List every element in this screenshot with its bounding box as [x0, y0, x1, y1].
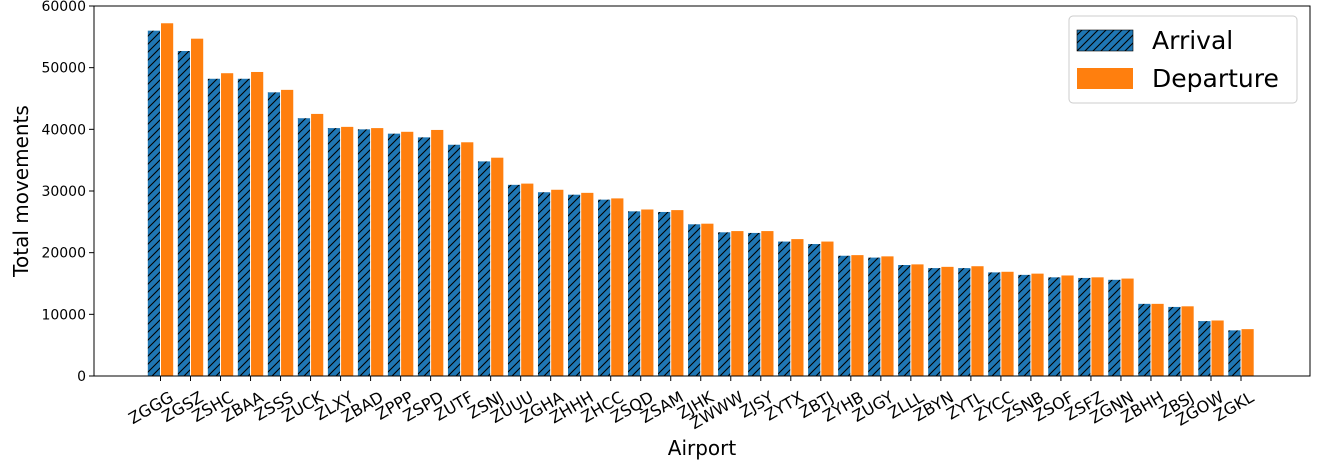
bar-arrival-zytx — [778, 241, 791, 376]
bar-departure-zgow — [1211, 320, 1224, 376]
bar-departure-zytx — [791, 239, 804, 376]
bar-departure-zsof — [1061, 275, 1074, 376]
bar-arrival-zbaa — [237, 78, 251, 377]
bar-arrival-zugy — [868, 257, 881, 376]
bar-arrival-zsam — [658, 211, 671, 376]
bar-arrival-zuuu — [507, 184, 521, 376]
bar-arrival-zggg — [147, 30, 160, 377]
x-axis: ZGGGZGSZZSHCZBAAZSSSZUCKZLXYZBADZPPPZSPD… — [125, 376, 1257, 433]
bar-departure-zsss — [281, 89, 294, 376]
bar-departure-zsnb — [1031, 273, 1044, 376]
bar-departure-zsqd — [641, 209, 654, 376]
bar-arrival-zyhb — [838, 255, 851, 376]
bar-arrival-zuck — [297, 118, 311, 376]
legend-label-departure: Departure — [1152, 64, 1279, 93]
y-axis-title: Total movements — [9, 105, 33, 278]
bar-departure-zggg — [161, 23, 174, 377]
bar-arrival-zsof — [1048, 277, 1061, 376]
bar-arrival-zsqd — [628, 211, 641, 376]
bar-arrival-zgsz — [177, 51, 191, 377]
bar-departure-zbtj — [821, 241, 834, 376]
bar-arrival-zutf — [447, 144, 461, 376]
legend: Arrival Departure — [1068, 15, 1298, 104]
bar-departure-zycc — [1001, 271, 1014, 376]
bar-arrival-zgha — [537, 192, 551, 376]
bar-arrival-zycc — [988, 272, 1001, 376]
y-axis: 0 10000 20000 30000 40000 50000 60000 — [41, 0, 94, 385]
bar-arrival-zsnj — [477, 161, 491, 376]
bar-departure-zlxy — [341, 126, 354, 376]
bar-arrival-zsss — [267, 92, 281, 376]
y-tick-label: 0 — [77, 369, 86, 385]
bar-arrival-zbhh — [1138, 303, 1151, 376]
y-tick-label: 50000 — [41, 61, 86, 77]
bar-departure-zuuu — [521, 183, 534, 376]
bar-departure-zuck — [311, 113, 324, 377]
bar-arrival-zbtj — [808, 244, 821, 376]
bar-departure-zspd — [431, 129, 444, 376]
bar-arrival-zjsy — [748, 232, 761, 376]
bar-departure-zugy — [881, 256, 894, 376]
bar-arrival-zspd — [417, 137, 431, 376]
bar-arrival-zbyn — [928, 268, 941, 376]
legend-swatch-arrival — [1076, 29, 1134, 52]
bar-departure-zbyn — [941, 266, 954, 376]
bar-departure-zbad — [371, 128, 384, 376]
y-tick-label: 10000 — [41, 307, 86, 323]
bar-departure-zytl — [971, 266, 984, 376]
bar-departure-zyhb — [851, 255, 864, 376]
bar-departure-zgha — [551, 189, 564, 376]
bar-departure-zgsz — [191, 38, 204, 376]
bar-departure-zutf — [461, 142, 474, 376]
bar-arrival-zlll — [898, 265, 911, 376]
y-tick-label: 20000 — [41, 246, 86, 262]
legend-swatch-departure — [1077, 68, 1133, 89]
bar-departure-zsam — [671, 210, 684, 376]
legend-label-arrival: Arrival — [1152, 26, 1233, 55]
y-tick-label: 40000 — [41, 122, 86, 138]
bar-arrival-zppp — [387, 133, 401, 376]
bar-arrival-zytl — [958, 268, 971, 376]
bar-arrival-zbsj — [1168, 306, 1181, 376]
bars-layer — [147, 23, 1254, 377]
bar-departure-zwww — [731, 231, 744, 376]
bar-arrival-zgnn — [1108, 279, 1121, 376]
bar-arrival-zgkl — [1228, 330, 1241, 376]
bar-departure-zgkl — [1241, 329, 1254, 376]
bar-arrival-zjhk — [688, 224, 701, 376]
bar-arrival-zsfz — [1078, 277, 1091, 376]
bar-arrival-zbad — [357, 129, 371, 376]
bar-departure-zshc — [221, 73, 234, 376]
bar-departure-zbsj — [1181, 306, 1194, 376]
y-tick-label: 30000 — [41, 184, 86, 200]
bar-departure-zsfz — [1091, 277, 1104, 376]
bar-arrival-zhcc — [598, 199, 611, 376]
bar-arrival-zlxy — [327, 128, 341, 376]
bar-departure-zjsy — [761, 231, 774, 376]
y-tick-label: 60000 — [41, 0, 86, 15]
bar-departure-zjhk — [701, 223, 714, 376]
bar-departure-zbaa — [251, 71, 264, 376]
bar-departure-zgnn — [1121, 278, 1134, 376]
bar-departure-zsnj — [491, 157, 504, 376]
bar-arrival-zsnb — [1018, 274, 1031, 376]
bar-departure-zhcc — [611, 198, 624, 376]
bar-departure-zlll — [911, 264, 924, 376]
bar-arrival-zwww — [718, 232, 731, 376]
bar-arrival-zshc — [207, 78, 221, 377]
bar-departure-zbhh — [1151, 303, 1164, 376]
bar-arrival-zhhh — [567, 194, 581, 376]
x-axis-title: Airport — [668, 436, 737, 460]
bar-departure-zhhh — [581, 192, 594, 376]
bar-departure-zppp — [401, 131, 414, 376]
bar-arrival-zgow — [1198, 321, 1211, 376]
